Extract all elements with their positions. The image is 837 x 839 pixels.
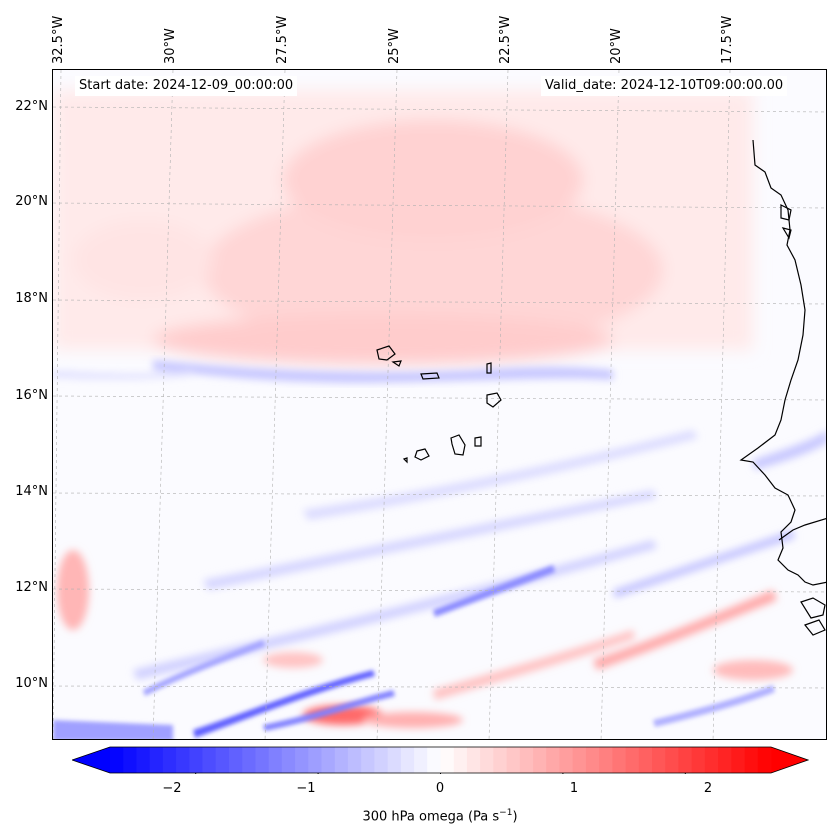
colorbar-cell: [202, 747, 217, 773]
colorbar-tick-neg2: −2: [162, 781, 182, 796]
coastlines: [376, 139, 826, 636]
start-date-label: Start date: 2024-12-09_00:00:00: [75, 76, 298, 96]
colorbar-cell: [744, 747, 759, 773]
colorbar-cell: [585, 747, 600, 773]
cape-verde-sal: [486, 362, 492, 374]
southern-positive-streaks: [57, 550, 793, 728]
colorbar-cell: [374, 747, 389, 773]
lat-label-10n: 10°N: [15, 676, 48, 691]
colorbar-cell: [625, 747, 640, 773]
colorbar-tick-pos1: 1: [569, 781, 579, 796]
lon-label-27-5w: 27.5°W: [275, 15, 290, 64]
colorbar-cell: [242, 747, 256, 773]
colorbar-cell: [321, 747, 336, 773]
colorbar-cell: [228, 747, 243, 773]
africa-coastline: [739, 139, 826, 586]
colorbar-cell: [757, 747, 772, 773]
cape-verde-santiago: [450, 434, 466, 456]
lon-label-22-5w: 22.5°W: [498, 15, 513, 64]
valid-date-label: Valid_date: 2024-12-10T09:00:00.00: [541, 76, 788, 96]
colorbar-cell: [255, 747, 270, 773]
colorbar-tick-zero: 0: [435, 781, 445, 796]
colorbar-cell: [136, 747, 151, 773]
colorbar-cell: [361, 747, 375, 773]
colorbar-cell: [123, 747, 137, 773]
colorbar-cell: [110, 747, 124, 773]
colorbar-cell: [189, 747, 203, 773]
colorbar-tick-pos2: 2: [703, 781, 713, 796]
northern-positive-region: [53, 90, 753, 365]
colorbar-cell: [387, 747, 402, 773]
colorbar-tick-marks: [195, 773, 686, 774]
colorbar-cell: [215, 747, 230, 773]
colorbar-cell: [453, 747, 468, 773]
colorbar-outline: [72, 746, 809, 774]
colorbar-extend-max: [771, 747, 808, 773]
colorbar-cell: [533, 747, 547, 773]
colorbar-cell: [506, 747, 521, 773]
colorbar-cell: [599, 747, 613, 773]
cape-verde-fogo: [414, 448, 430, 461]
colorbar-tick-neg1: −1: [296, 781, 316, 796]
lat-label-12n: 12°N: [15, 580, 48, 595]
lat-label-14n: 14°N: [15, 484, 48, 499]
colorbar-cell: [295, 747, 309, 773]
colorbar-cell: [268, 747, 283, 773]
colorbar-cell: [176, 747, 190, 773]
colorbar-cell: [678, 747, 693, 773]
cape-verde-brava: [402, 457, 408, 464]
colorbar: [72, 746, 809, 774]
colorbar-cell: [612, 747, 626, 773]
colorbar-cell: [347, 747, 362, 773]
gambia-coast: [778, 517, 826, 541]
colorbar-cell: [466, 747, 481, 773]
colorbar-extend-min: [72, 747, 110, 773]
colorbar-cell: [493, 747, 507, 773]
colorbar-cell: [519, 747, 534, 773]
colorbar-cell: [281, 747, 296, 773]
lon-label-20w: 20°W: [609, 28, 624, 64]
lat-label-18n: 18°N: [15, 291, 48, 306]
colorbar-cell: [559, 747, 574, 773]
lon-label-30w: 30°W: [163, 28, 178, 64]
colorbar-cell: [308, 747, 322, 773]
canary-detail: [780, 204, 792, 240]
colorbar-cell: [731, 747, 745, 773]
cape-verde-boa-vista: [486, 392, 502, 408]
colorbar-cell: [638, 747, 653, 773]
colorbar-cell: [414, 747, 428, 773]
lon-label-25w: 25°W: [387, 28, 402, 64]
graticule: [53, 70, 826, 739]
colorbar-cell: [162, 747, 177, 773]
lat-label-22n: 22°N: [15, 99, 48, 114]
blue-band-16n: [53, 360, 613, 383]
cape-verde-maio: [474, 436, 482, 447]
colorbar-cell: [149, 747, 164, 773]
lon-label-32-5w: 32.5°W: [51, 15, 66, 64]
colorbar-cell: [400, 747, 415, 773]
colorbar-cell: [480, 747, 494, 773]
colorbar-cell: [665, 747, 679, 773]
lat-label-16n: 16°N: [15, 388, 48, 403]
cape-verde-santo-antao: [376, 345, 396, 361]
colorbar-cell: [440, 747, 455, 773]
lat-label-20n: 20°N: [15, 194, 48, 209]
lon-label-17-5w: 17.5°W: [720, 15, 735, 64]
colorbar-cell: [704, 747, 719, 773]
colorbar-cell: [718, 747, 732, 773]
cape-verde-sao-nicolau: [420, 372, 440, 380]
colorbar-cell: [546, 747, 560, 773]
omega-field-map: [53, 70, 826, 739]
colorbar-cell: [427, 747, 441, 773]
colorbar-cell: [652, 747, 666, 773]
colorbar-cell: [572, 747, 587, 773]
colorbar-cell: [334, 747, 349, 773]
colorbar-cells: [72, 747, 808, 773]
colorbar-label: 300 hPa omega (Pa s−1): [362, 808, 518, 825]
map-frame: [52, 69, 827, 740]
bijagos-islands: [800, 597, 826, 636]
cape-verde-sao-vicente: [391, 360, 402, 367]
colorbar-cell: [691, 747, 706, 773]
